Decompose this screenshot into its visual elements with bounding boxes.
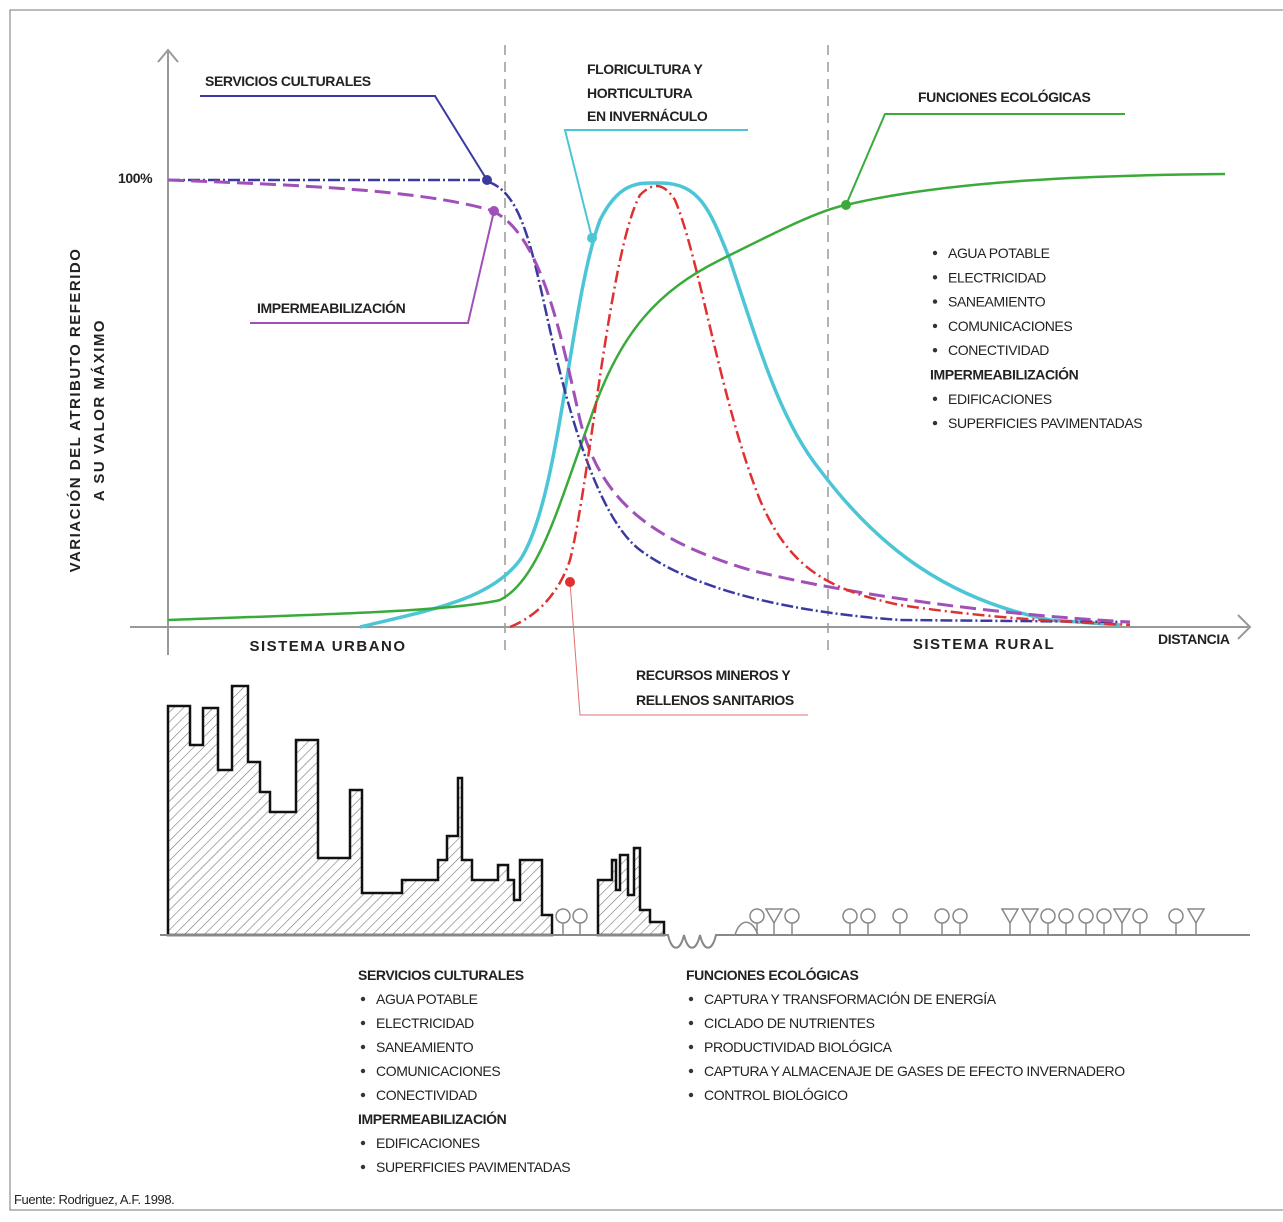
list-item: CICLADO DE NUTRIENTES	[704, 1015, 875, 1031]
list-item: ELECTRICIDAD	[376, 1015, 474, 1031]
list-item: SUPERFICIES PAVIMENTADAS	[376, 1159, 570, 1175]
list-item: CONECTIVIDAD	[948, 342, 1049, 358]
zone-label: SISTEMA RURAL	[913, 636, 1055, 653]
list-item: PRODUCTIVIDAD BIOLÓGICA	[704, 1039, 893, 1055]
y-axis-label: A SU VALOR MÁXIMO	[91, 319, 108, 501]
curve-label: RECURSOS MINEROS Y	[636, 667, 791, 683]
list-item: ELECTRICIDAD	[948, 269, 1046, 285]
list-heading: IMPERMEABILIZACIÓN	[930, 366, 1079, 383]
list-item: EDIFICACIONES	[376, 1135, 480, 1151]
bullet	[361, 997, 365, 1001]
axes	[130, 50, 1250, 655]
curve-label: EN INVERNÁCULO	[587, 108, 708, 124]
list-heading: FUNCIONES ECOLÓGICAS	[686, 966, 859, 983]
bullet	[689, 1069, 693, 1073]
bullet	[361, 1141, 365, 1145]
curve-label: IMPERMEABILIZACIÓN	[257, 299, 406, 316]
list-item: AGUA POTABLE	[948, 245, 1050, 261]
bullet	[361, 1069, 365, 1073]
list-item: CONECTIVIDAD	[376, 1087, 477, 1103]
list-item: CAPTURA Y TRANSFORMACIÓN DE ENERGÍA	[704, 991, 997, 1007]
bullet	[933, 348, 937, 352]
bullet	[361, 1093, 365, 1097]
diagram: 100% VARIACIÓN DEL ATRIBUTO REFERIDO A S…	[0, 0, 1283, 1222]
curve-label: SERVICIOS CULTURALES	[205, 73, 371, 89]
x-axis-label: DISTANCIA	[1158, 631, 1230, 647]
list-item: AGUA POTABLE	[376, 991, 478, 1007]
list-item: EDIFICACIONES	[948, 391, 1052, 407]
y-max-label: 100%	[118, 170, 153, 186]
list-item: COMUNICACIONES	[948, 318, 1072, 334]
bullet	[689, 997, 693, 1001]
bullet	[933, 299, 937, 303]
list-item: SUPERFICIES PAVIMENTADAS	[948, 415, 1142, 431]
curves	[168, 174, 1225, 627]
skyline	[160, 686, 1250, 948]
bullet	[933, 251, 937, 255]
green-curve	[168, 174, 1225, 620]
curve-label: HORTICULTURA	[587, 85, 693, 101]
curve-label: FUNCIONES ECOLÓGICAS	[918, 88, 1091, 105]
zone-label: SISTEMA URBANO	[249, 638, 406, 655]
list-item: CONTROL BIOLÓGICO	[704, 1087, 848, 1103]
bullet	[361, 1165, 365, 1169]
source: Fuente: Rodriguez, A.F. 1998.	[14, 1192, 174, 1207]
y-axis-label: VARIACIÓN DEL ATRIBUTO REFERIDO	[66, 248, 84, 573]
bullet	[933, 397, 937, 401]
bullet	[361, 1045, 365, 1049]
list-item: SANEAMIENTO	[376, 1039, 474, 1055]
bullet	[689, 1021, 693, 1025]
bullet	[933, 324, 937, 328]
bullet	[361, 1021, 365, 1025]
list-item: SANEAMIENTO	[948, 294, 1046, 310]
list-heading: SERVICIOS CULTURALES	[358, 967, 524, 983]
bullet	[689, 1045, 693, 1049]
bullet	[689, 1093, 693, 1097]
curve-label: RELLENOS SANITARIOS	[636, 692, 794, 708]
curve-label: FLORICULTURA Y	[587, 61, 704, 77]
list-item: CAPTURA Y ALMACENAJE DE GASES DE EFECTO …	[704, 1063, 1125, 1079]
bullet	[933, 421, 937, 425]
list-item: COMUNICACIONES	[376, 1063, 500, 1079]
list-heading: IMPERMEABILIZACIÓN	[358, 1110, 507, 1127]
bullet	[933, 275, 937, 279]
